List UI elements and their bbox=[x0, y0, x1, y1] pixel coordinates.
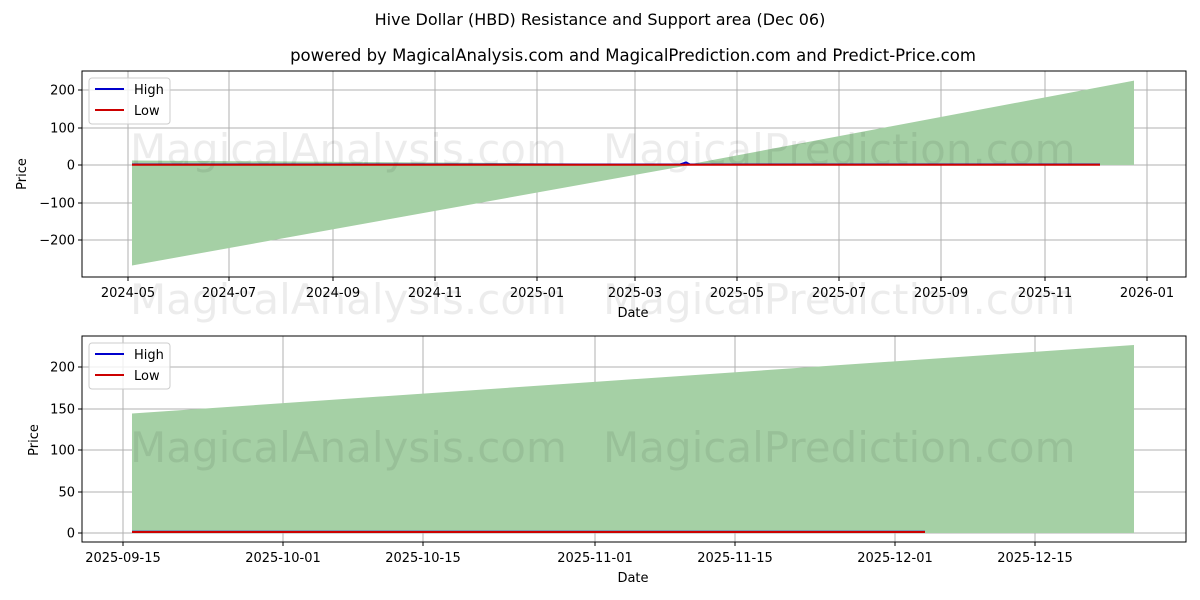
bottom-chart: MagicalAnalysis.com MagicalPrediction.co… bbox=[27, 335, 1187, 586]
x-tick-label: 2025-09 bbox=[914, 286, 968, 301]
x-tick-label: 2025-10-01 bbox=[245, 551, 321, 566]
x-tick-label: 2025-12-15 bbox=[997, 551, 1073, 566]
legend-high-label: High bbox=[134, 348, 164, 363]
legend-high-label: High bbox=[134, 83, 164, 98]
top-y-axis-label: Price bbox=[15, 158, 30, 190]
x-tick-label: 2025-12-01 bbox=[857, 551, 933, 566]
y-tick-label: −200 bbox=[39, 234, 75, 249]
chart-title: Hive Dollar (HBD) Resistance and Support… bbox=[374, 10, 826, 29]
bottom-support-resistance-band bbox=[132, 345, 1134, 533]
y-tick-label: 50 bbox=[58, 486, 75, 501]
top-x-axis: 2024-05 2024-07 2024-09 2024-11 2025-01 2025-… bbox=[101, 277, 1174, 301]
bottom-watermark-1: MagicalAnalysis.com bbox=[130, 423, 567, 472]
top-watermark-1: MagicalAnalysis.com bbox=[130, 125, 567, 174]
x-tick-label: 2025-05 bbox=[710, 286, 764, 301]
y-tick-label: 200 bbox=[50, 361, 75, 376]
top-y-axis: 200 100 0 −100 −200 bbox=[39, 84, 82, 249]
legend-low-label: Low bbox=[134, 104, 160, 119]
bottom-y-axis-label: Price bbox=[27, 424, 42, 456]
x-tick-label: 2024-07 bbox=[202, 286, 256, 301]
top-axes-frame bbox=[81, 70, 1187, 278]
top-watermark-2: MagicalPrediction.com bbox=[603, 125, 1076, 174]
y-tick-label: 0 bbox=[67, 527, 75, 542]
bottom-axes-frame bbox=[81, 335, 1187, 543]
top-legend: High Low bbox=[88, 77, 171, 125]
x-tick-label: 2024-09 bbox=[306, 286, 360, 301]
bottom-x-axis: 2025-09-15 2025-10-01 2025-10-15 2025-11-01… bbox=[85, 542, 1073, 566]
x-tick-label: 2024-11 bbox=[408, 286, 462, 301]
x-tick-label: 2025-11 bbox=[1018, 286, 1072, 301]
y-tick-label: 100 bbox=[50, 122, 75, 137]
bottom-legend: High Low bbox=[88, 342, 171, 390]
x-tick-label: 2025-03 bbox=[608, 286, 662, 301]
x-tick-label: 2026-01 bbox=[1120, 286, 1174, 301]
top-support-resistance-band bbox=[132, 80, 1134, 266]
x-tick-label: 2025-11-01 bbox=[557, 551, 633, 566]
y-tick-label: 0 bbox=[67, 159, 75, 174]
x-tick-label: 2025-10-15 bbox=[385, 551, 461, 566]
y-tick-label: 100 bbox=[50, 444, 75, 459]
x-tick-label: 2024-05 bbox=[101, 286, 155, 301]
top-watermark-4: MagicalPrediction.com bbox=[603, 275, 1076, 324]
y-tick-label: 150 bbox=[50, 403, 75, 418]
legend-low-label: Low bbox=[134, 369, 160, 384]
chart-subtitle: powered by MagicalAnalysis.com and Magic… bbox=[290, 46, 976, 65]
x-tick-label: 2025-07 bbox=[812, 286, 866, 301]
top-chart: MagicalAnalysis.com MagicalPrediction.co… bbox=[15, 70, 1187, 324]
top-watermark-3: MagicalAnalysis.com bbox=[130, 275, 567, 324]
x-tick-label: 2025-09-15 bbox=[85, 551, 161, 566]
bottom-y-axis: 200 150 100 50 0 bbox=[50, 361, 82, 542]
x-tick-label: 2025-11-15 bbox=[697, 551, 773, 566]
y-tick-label: −100 bbox=[39, 197, 75, 212]
bottom-watermark-2: MagicalPrediction.com bbox=[603, 423, 1076, 472]
top-x-axis-label: Date bbox=[617, 306, 648, 321]
bottom-x-axis-label: Date bbox=[617, 571, 648, 586]
y-tick-label: 200 bbox=[50, 84, 75, 99]
x-tick-label: 2025-01 bbox=[510, 286, 564, 301]
